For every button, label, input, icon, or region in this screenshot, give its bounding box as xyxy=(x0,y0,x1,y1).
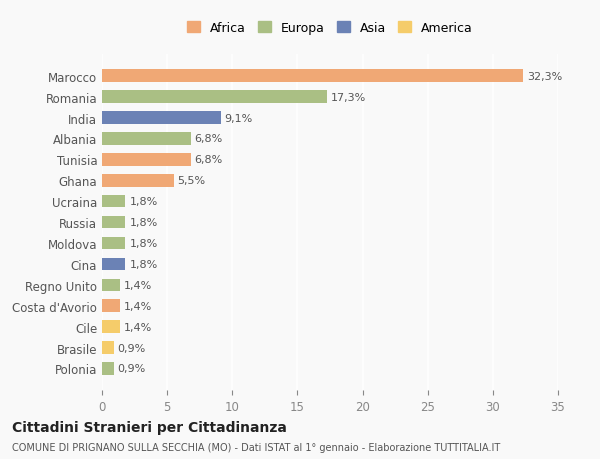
Text: Cittadini Stranieri per Cittadinanza: Cittadini Stranieri per Cittadinanza xyxy=(12,420,287,435)
Text: 1,4%: 1,4% xyxy=(124,322,152,332)
Bar xyxy=(102,300,120,312)
Bar xyxy=(102,174,173,187)
Text: 1,8%: 1,8% xyxy=(130,259,158,269)
Legend: Africa, Europa, Asia, America: Africa, Europa, Asia, America xyxy=(184,18,476,38)
Text: 6,8%: 6,8% xyxy=(194,134,223,144)
Bar xyxy=(102,279,120,291)
Bar xyxy=(102,133,191,146)
Bar xyxy=(102,70,523,83)
Bar xyxy=(102,237,125,250)
Bar xyxy=(102,341,114,354)
Text: 1,8%: 1,8% xyxy=(130,218,158,228)
Bar xyxy=(102,112,221,124)
Bar xyxy=(102,321,120,333)
Bar xyxy=(102,216,125,229)
Text: COMUNE DI PRIGNANO SULLA SECCHIA (MO) - Dati ISTAT al 1° gennaio - Elaborazione : COMUNE DI PRIGNANO SULLA SECCHIA (MO) - … xyxy=(12,442,500,452)
Text: 1,8%: 1,8% xyxy=(130,239,158,248)
Text: 17,3%: 17,3% xyxy=(331,92,367,102)
Text: 32,3%: 32,3% xyxy=(527,72,562,82)
Text: 6,8%: 6,8% xyxy=(194,155,223,165)
Bar xyxy=(102,363,114,375)
Text: 0,9%: 0,9% xyxy=(118,364,146,374)
Text: 1,8%: 1,8% xyxy=(130,197,158,207)
Text: 1,4%: 1,4% xyxy=(124,301,152,311)
Text: 1,4%: 1,4% xyxy=(124,280,152,290)
Bar xyxy=(102,91,328,104)
Bar xyxy=(102,154,191,166)
Text: 9,1%: 9,1% xyxy=(224,113,253,123)
Bar xyxy=(102,196,125,208)
Text: 5,5%: 5,5% xyxy=(178,176,206,186)
Text: 0,9%: 0,9% xyxy=(118,343,146,353)
Bar xyxy=(102,258,125,271)
